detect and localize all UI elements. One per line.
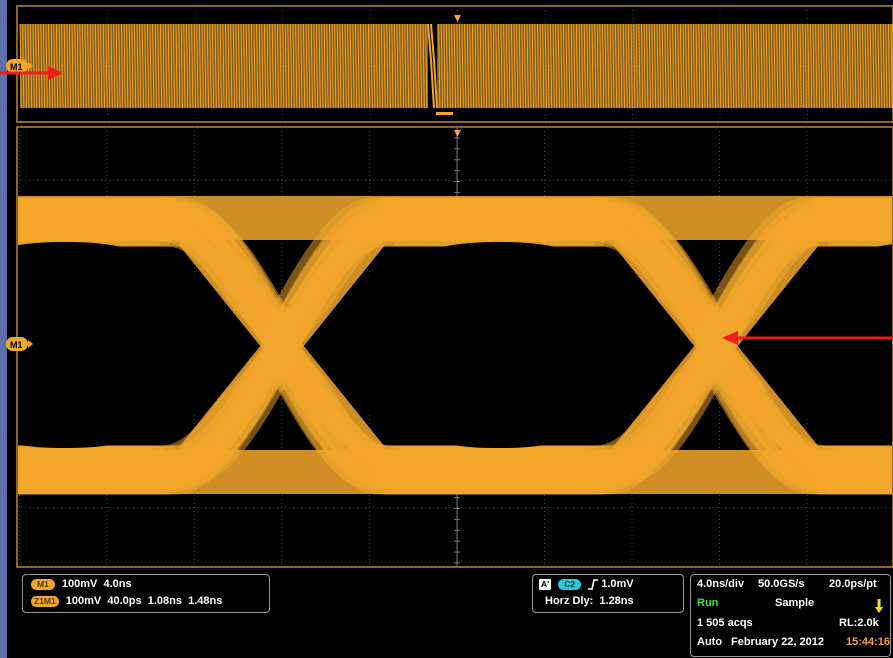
horz-dly: Horz Dly: 1.28ns [545, 595, 634, 607]
m1-badge: M1 [31, 578, 55, 590]
z1m1-readout-text: 100mV 40.0ps 1.08ns 1.48ns [65, 595, 223, 607]
resolution: 20.0ps/pt [829, 578, 877, 590]
trigger-level: 1.0mV [601, 578, 634, 590]
m1-readout-text: 100mV 4.0ns [61, 578, 132, 590]
main-waveform-pane [16, 125, 893, 568]
run-state: Run [697, 597, 719, 609]
annotation-arrow-right-icon [722, 331, 893, 345]
m1-readout-row: M1 100mV 4.0ns [31, 578, 132, 590]
m1-marker-main-label: M1 [10, 340, 23, 350]
m1-marker-overview[interactable]: M1 [6, 59, 33, 73]
trigger-status-arrow-icon [875, 599, 883, 613]
acquisition-mode: Sample [775, 597, 815, 609]
trigger-source-row: A' C2 1.0mV [539, 578, 634, 590]
z1m1-badge: Z1M1 [31, 595, 59, 607]
sample-rate: 50.0GS/s [758, 578, 805, 590]
m1-marker-main[interactable]: M1 [6, 337, 33, 351]
trigger-c2-badge: C2 [558, 578, 582, 590]
trigger-mode: Auto [697, 636, 723, 648]
trigger-readout-panel[interactable]: A' C2 1.0mV Horz Dly: 1.28ns [532, 574, 684, 613]
time: 15:44:16 [846, 636, 891, 648]
overview-trigger-marker [454, 15, 461, 22]
rising-edge-icon [588, 578, 599, 590]
left-side-strip [0, 0, 7, 658]
z1m1-readout-row: Z1M1 100mV 40.0ps 1.08ns 1.48ns [31, 595, 222, 607]
record-length: RL:2.0k [839, 617, 879, 629]
eye-diagram [18, 196, 892, 495]
m1-marker-overview-label: M1 [10, 62, 23, 72]
acquisition-status-panel[interactable]: 4.0ns/div 50.0GS/s 20.0ps/pt Run Sample … [690, 574, 891, 657]
timebase: 4.0ns/div [697, 578, 745, 590]
main-trigger-marker [454, 130, 461, 137]
zoom-position-marker[interactable] [436, 112, 453, 115]
acquisition-count: 1 505 acqs [697, 617, 753, 629]
channel-readout-panel[interactable]: M1 100mV 4.0ns Z1M1 100mV 40.0ps 1.08ns … [22, 574, 270, 613]
date: February 22, 2012 [731, 636, 824, 648]
overview-waveform-pane [16, 5, 893, 123]
annotation-arrow-left-icon [0, 66, 63, 80]
trigger-a-badge: A' [539, 578, 552, 590]
